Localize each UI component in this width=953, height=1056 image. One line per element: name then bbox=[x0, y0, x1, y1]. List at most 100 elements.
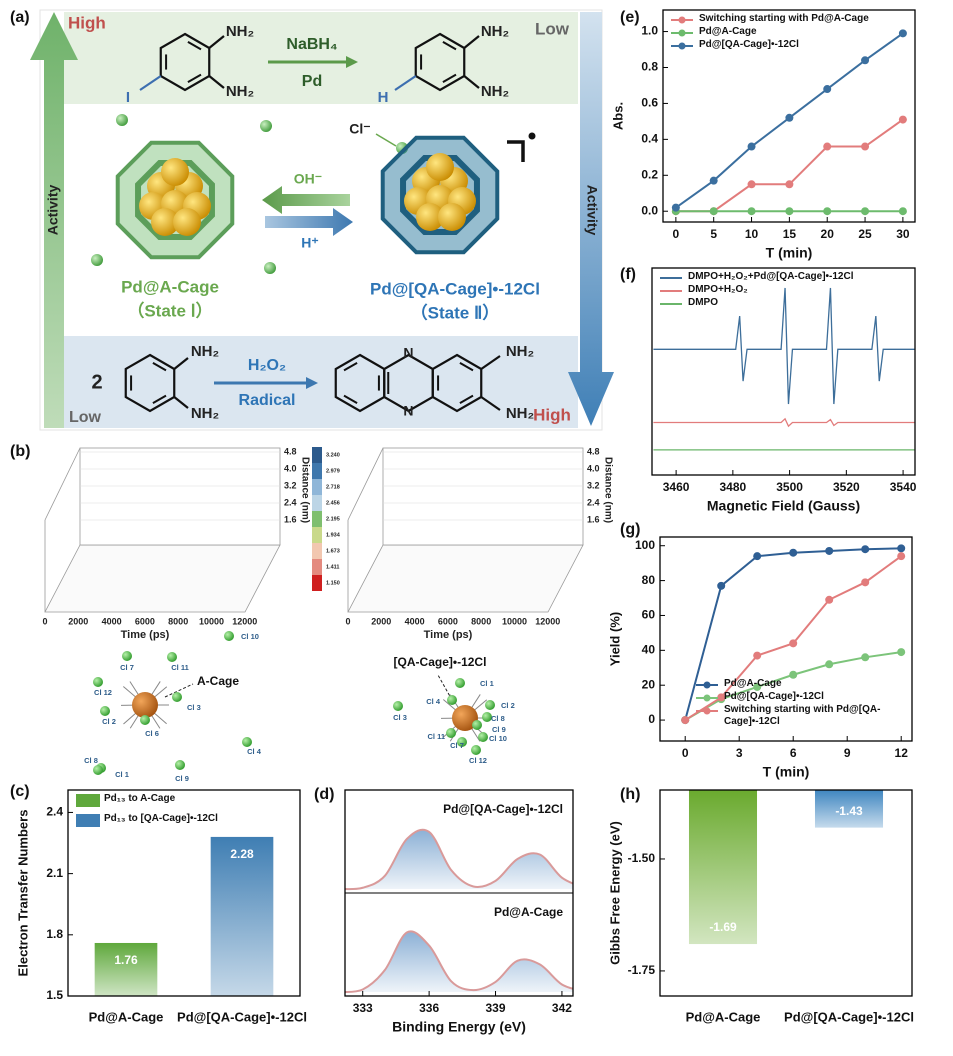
x-tick-label: 336 bbox=[419, 1001, 439, 1015]
md-edge bbox=[44, 447, 81, 521]
double-bond bbox=[187, 40, 202, 51]
colorbar-label: 2.195 bbox=[326, 516, 340, 522]
legend-label-box: Pd₁₃ to A-Cage bbox=[104, 793, 175, 804]
y-tick-label: 0.4 bbox=[641, 132, 658, 146]
point bbox=[681, 716, 690, 725]
label: High bbox=[68, 13, 106, 32]
chlorine-atom bbox=[93, 677, 103, 687]
legend-label-box: Pd₁₃ to [QA-Cage]•-12Cl bbox=[104, 813, 218, 824]
point bbox=[785, 113, 794, 122]
point bbox=[823, 85, 832, 94]
label: Radical bbox=[239, 392, 296, 409]
md-z-tick: 2.4 bbox=[587, 497, 600, 507]
double-bond bbox=[459, 394, 474, 405]
legend-marker bbox=[678, 42, 686, 50]
point bbox=[789, 548, 798, 557]
point bbox=[671, 203, 680, 212]
colorbar-cell bbox=[312, 575, 322, 591]
legend-swatch bbox=[76, 814, 100, 827]
md-z-tick: 2.4 bbox=[284, 497, 297, 507]
point bbox=[789, 639, 798, 648]
point bbox=[861, 653, 870, 662]
label: Activity bbox=[584, 185, 600, 236]
y-tick-label: 0.8 bbox=[641, 60, 658, 74]
md-x-tick: 12000 bbox=[535, 616, 560, 626]
point bbox=[709, 176, 718, 185]
label: NH₂ bbox=[481, 83, 509, 100]
bond bbox=[173, 357, 189, 370]
plot-frame bbox=[651, 267, 916, 476]
chlorine-atom bbox=[122, 651, 132, 661]
md-z-label: Distance (nm) bbox=[299, 457, 310, 523]
radical-dot bbox=[528, 132, 536, 140]
md-x-tick: 6000 bbox=[135, 616, 155, 626]
x-tick-label: 3480 bbox=[720, 480, 747, 494]
md-x-tick: 8000 bbox=[168, 616, 188, 626]
legend-marker bbox=[678, 16, 686, 24]
y-tick-label: 2.4 bbox=[46, 805, 63, 819]
series-line bbox=[653, 287, 915, 405]
top-band bbox=[64, 12, 578, 104]
colorbar-cell bbox=[312, 543, 322, 559]
bond bbox=[139, 75, 162, 91]
label: Low bbox=[69, 409, 102, 426]
value-label: -1.69 bbox=[709, 920, 737, 934]
legend-label: Pd@A-Cage bbox=[724, 678, 782, 689]
chlorine-atom bbox=[224, 631, 234, 641]
y-tick-label: 80 bbox=[642, 573, 656, 587]
md-x-tick: 10000 bbox=[502, 616, 527, 626]
atom-label: Cl 12 bbox=[94, 688, 112, 697]
arrow-right bbox=[265, 208, 353, 236]
atom-label: Cl 7 bbox=[450, 741, 464, 750]
y-tick-label: 100 bbox=[635, 538, 655, 552]
md-x-tick: 10000 bbox=[199, 616, 224, 626]
legend-label-box: Switching starting with Pd@[QA-Cage]•-12… bbox=[724, 704, 880, 727]
legend-label: DMPO+H₂O₂ bbox=[688, 284, 748, 295]
legend-label-box: DMPO bbox=[688, 297, 718, 308]
y-axis-label: Abs. bbox=[610, 102, 625, 130]
x-tick-label: Pd@[QA-Cage]•-12Cl bbox=[177, 1009, 307, 1024]
bond bbox=[463, 75, 480, 89]
colorbar-label: 3.240 bbox=[326, 452, 340, 458]
legend-label-box: Pd@[QA-Cage]•-12Cl bbox=[724, 691, 824, 702]
legend-label-box: Pd@A-Cage bbox=[724, 678, 782, 689]
point bbox=[825, 546, 834, 555]
point bbox=[753, 682, 762, 691]
point bbox=[897, 648, 906, 657]
md-floor bbox=[347, 544, 584, 613]
chlorine-atom bbox=[478, 732, 488, 742]
spectrum-label: Pd@A-Cage bbox=[494, 905, 563, 919]
point bbox=[747, 180, 756, 189]
md-x-tick: 2000 bbox=[68, 616, 88, 626]
chlorine-atom bbox=[447, 695, 457, 705]
y-tick-label: 40 bbox=[642, 643, 656, 657]
x-tick-label: 342 bbox=[552, 1001, 572, 1015]
x-tick-label: 5 bbox=[710, 227, 717, 241]
point bbox=[823, 142, 832, 151]
colorbar-label: 1.411 bbox=[326, 564, 339, 570]
point bbox=[717, 693, 726, 702]
label: OH⁻ bbox=[294, 171, 322, 187]
atom-label: Cl 6 bbox=[145, 729, 159, 738]
panel-label: (e) bbox=[620, 9, 640, 26]
pd-atom bbox=[416, 203, 444, 231]
point bbox=[753, 651, 762, 660]
chlorine-atom bbox=[482, 712, 492, 722]
colorbar-cell bbox=[312, 511, 322, 527]
y-axis-label: Gibbs Free Energy (eV) bbox=[607, 821, 622, 965]
chlorine-atom bbox=[485, 700, 495, 710]
bond bbox=[394, 75, 417, 91]
atom-label: Cl 8 bbox=[84, 756, 98, 765]
bar bbox=[94, 942, 158, 996]
bond bbox=[173, 396, 189, 409]
x-tick-label: 10 bbox=[745, 227, 759, 241]
plot-frame bbox=[344, 789, 574, 997]
md-x-tick: 6000 bbox=[438, 616, 458, 626]
md-x-tick: 12000 bbox=[232, 616, 257, 626]
label: H bbox=[378, 89, 389, 106]
x-tick-label: 15 bbox=[783, 227, 797, 241]
colorbar-cell bbox=[312, 479, 322, 495]
md-back-wall bbox=[79, 447, 281, 546]
spectrum-label: Pd@[QA-Cage]•-12Cl bbox=[443, 802, 563, 816]
y-tick-label: -1.50 bbox=[628, 851, 656, 865]
